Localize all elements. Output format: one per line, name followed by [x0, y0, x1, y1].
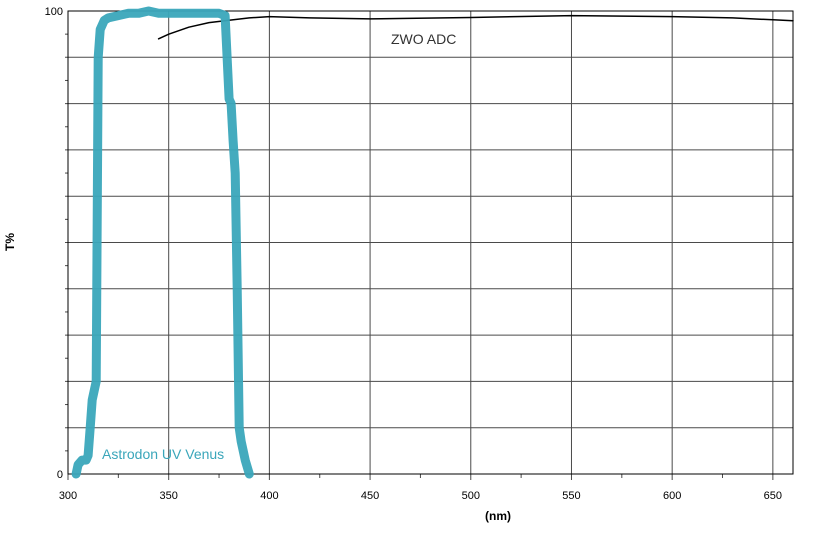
- series-lines: [71, 6, 794, 479]
- x-tick-label: 400: [260, 490, 278, 502]
- x-tick-label: 650: [764, 490, 782, 502]
- x-tick-label: 500: [462, 490, 480, 502]
- annotation-astrodon-uv-venus: Astrodon UV Venus: [102, 446, 224, 462]
- x-tick-label: 300: [59, 490, 77, 502]
- x-tick-label: 550: [562, 490, 580, 502]
- x-tick-labels: 300 350 400 450 500 550 600 650: [59, 490, 782, 502]
- y-axis-title: T%: [3, 233, 17, 251]
- plot-frame: [67, 10, 794, 475]
- y-tick-labels: 0 100: [45, 6, 63, 481]
- grid: [65, 11, 793, 480]
- series-line-zwo-adc: [157, 14, 794, 40]
- minor-ticks: [65, 33, 724, 478]
- x-tick-label: 450: [361, 490, 379, 502]
- annotation-zwo-adc: ZWO ADC: [391, 31, 456, 47]
- series-line-astrodon-uv-venus: [71, 6, 254, 479]
- y-tick-label: 0: [57, 469, 63, 481]
- x-tick-label: 350: [160, 490, 178, 502]
- y-tick-label: 100: [45, 6, 63, 18]
- x-axis-title: (nm): [485, 509, 511, 523]
- x-tick-label: 600: [663, 490, 681, 502]
